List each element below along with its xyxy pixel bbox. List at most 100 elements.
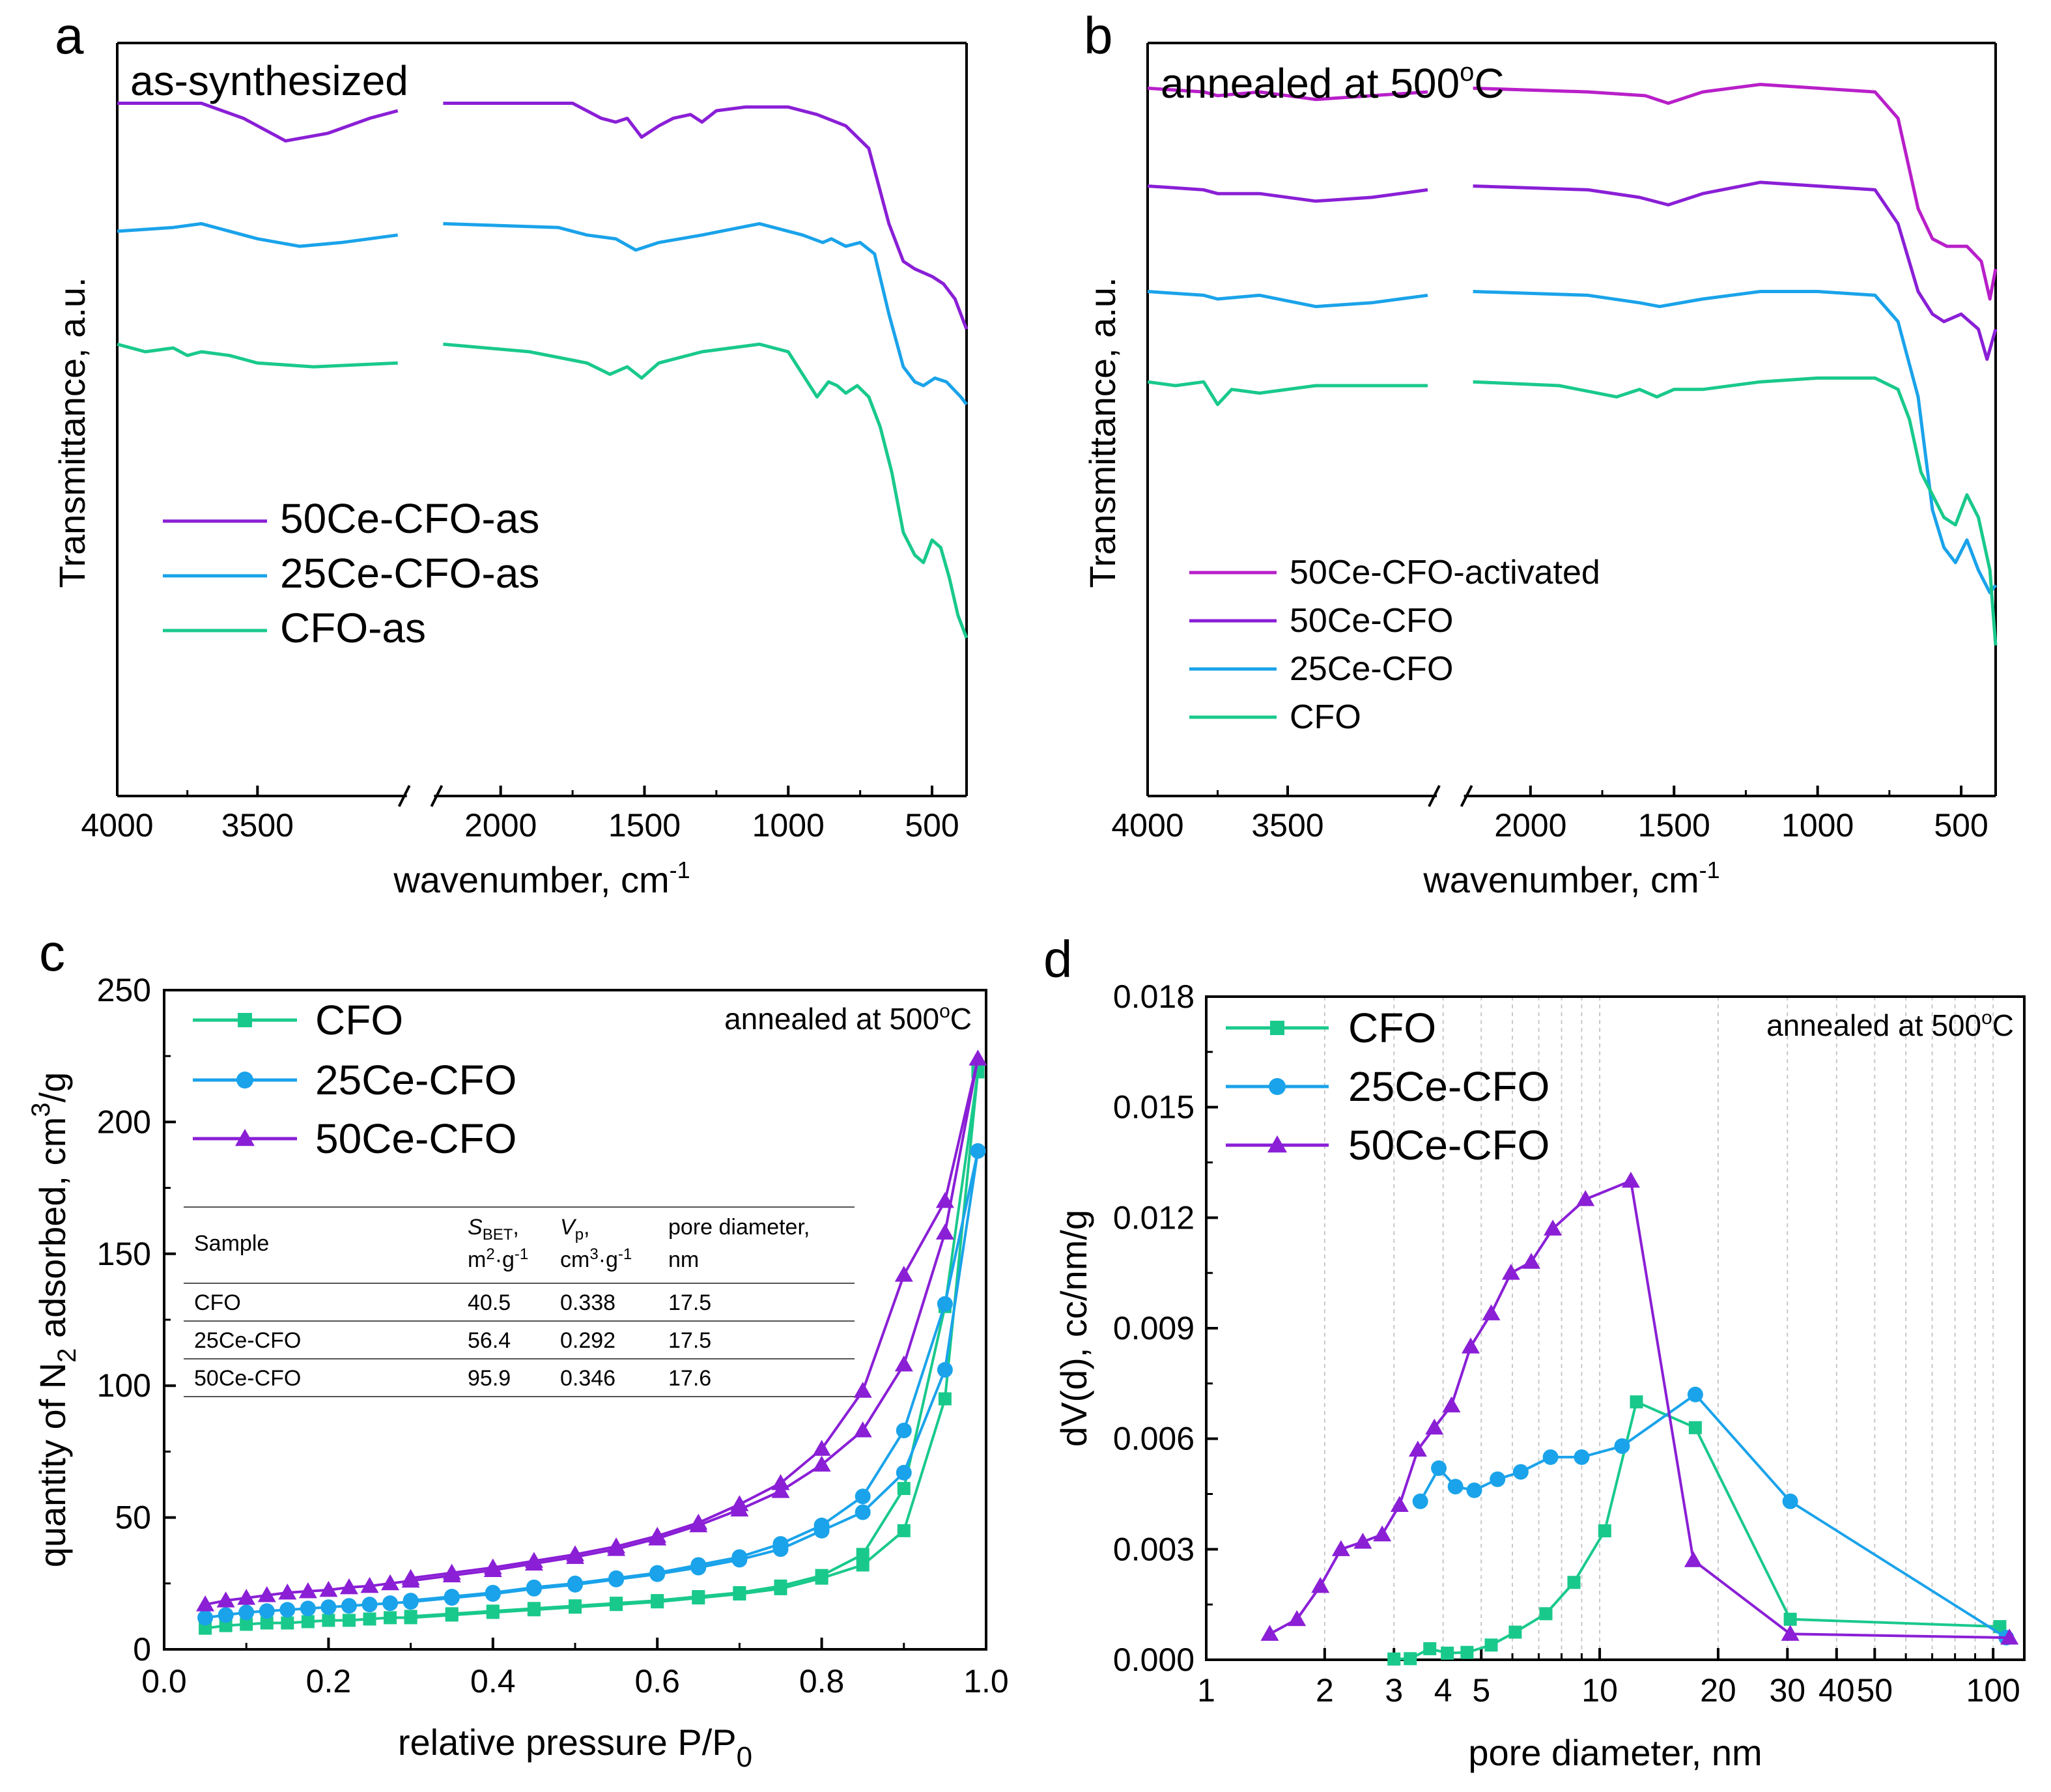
data-point-50Ce-CFO	[257, 1586, 276, 1602]
panel-annotation: annealed at 500oC	[724, 1001, 972, 1036]
x-axis-title-sub: 0	[737, 1741, 752, 1773]
data-point-50Ce-CFO	[1621, 1171, 1640, 1188]
x-tick-label: 3500	[1251, 807, 1323, 844]
x-tick-label: 0.2	[306, 1663, 352, 1700]
y-tick-label: 250	[97, 972, 151, 1008]
series-line-CFO-as-part1	[117, 342, 398, 369]
data-point-25Ce-CFO	[1512, 1464, 1529, 1480]
annotation-text: annealed at 500	[1161, 60, 1460, 107]
data-point-50Ce-CFO	[853, 1421, 872, 1438]
data-point-CFO	[1688, 1421, 1702, 1434]
legend-label: 50Ce-CFO	[1290, 602, 1453, 640]
table-header: Vp,	[560, 1215, 590, 1244]
series-line-50Ce-CFO-as-part2	[443, 102, 969, 330]
data-point-25Ce-CFO	[526, 1579, 542, 1595]
data-point-25Ce-CFO	[1490, 1471, 1506, 1487]
x-axis-title: wavenumber, cm-1	[1422, 857, 1719, 900]
y-axis-title: Transmittance, a.u.	[51, 277, 92, 588]
legend-label: 50Ce-CFO-as	[280, 495, 539, 542]
data-point-CFO	[1423, 1642, 1437, 1656]
hdr-sup: -1	[515, 1245, 528, 1263]
legend-label: CFO-as	[280, 604, 426, 651]
data-point-50Ce-CFO	[1576, 1190, 1595, 1206]
hdr-part: V	[560, 1215, 577, 1240]
legend-label: 25Ce-CFO-as	[280, 550, 539, 597]
data-point-CFO	[856, 1548, 870, 1561]
data-point-25Ce-CFO	[896, 1423, 912, 1439]
y-tick-label: 100	[97, 1367, 151, 1404]
x-tick-label: 1500	[1638, 807, 1710, 844]
panel-d: d 1 2 3 4 5 10 20 30 40 50 100 0.000 0.003 0.006 0.009 0…	[1043, 930, 2026, 1773]
data-point-50Ce-CFO	[401, 1569, 420, 1586]
data-point-25Ce-CFO	[1466, 1482, 1482, 1498]
data-point-50Ce-CFO	[648, 1526, 667, 1543]
series-line-CFO	[1394, 1400, 2000, 1660]
x-axis-title: wavenumber, cm-1	[393, 857, 690, 900]
hdr-sup: 3	[589, 1245, 598, 1263]
data-point-50Ce-CFO	[1425, 1418, 1444, 1435]
x-tick-label: 100	[1966, 1672, 2020, 1709]
data-point-CFO	[240, 1617, 253, 1631]
data-point-25Ce-CFO	[259, 1603, 275, 1619]
data-point-25Ce-CFO	[937, 1361, 953, 1378]
data-point-50Ce-CFO	[1408, 1440, 1427, 1457]
legend-label: 25Ce-CFO	[315, 1057, 516, 1103]
table-header: nm	[668, 1247, 699, 1272]
x-axis-title-text: wavenumber, cm	[1422, 859, 1699, 900]
data-point-50Ce-CFO	[1311, 1576, 1330, 1593]
data-point-25Ce-CFO	[341, 1598, 357, 1614]
y-title-sub: 2	[53, 1348, 81, 1363]
data-point-50Ce-CFO	[1781, 1625, 1800, 1641]
series-line-25Ce-CFO-part1	[1147, 290, 1428, 309]
data-point-25Ce-CFO	[855, 1488, 871, 1505]
y-axis-title: quantity of N2 adsorbed, cm3/g	[27, 1072, 81, 1567]
data-point-25Ce-CFO	[382, 1595, 399, 1612]
table-header: cm3·g-1	[560, 1245, 632, 1272]
data-point-CFO	[651, 1594, 664, 1608]
annotation-text: annealed at 500	[1766, 1008, 1981, 1042]
x-tick-label: 40	[1818, 1672, 1855, 1709]
data-point-CFO	[1783, 1612, 1797, 1626]
table-cell: 56.4	[468, 1328, 511, 1353]
data-point-25Ce-CFO	[813, 1517, 830, 1533]
legend-label: CFO	[315, 997, 403, 1044]
data-point-CFO	[1598, 1524, 1611, 1538]
table-cell: 0.338	[560, 1290, 615, 1315]
table-cell: 17.5	[668, 1290, 711, 1315]
series-line-CFO-part2	[1473, 376, 1998, 646]
y-tick-label: 0.009	[1113, 1310, 1195, 1346]
data-point-50Ce-CFO	[1501, 1264, 1520, 1280]
data-point-25Ce-CFO	[1431, 1460, 1447, 1476]
data-point-25Ce-CFO	[1782, 1493, 1798, 1509]
x-tick-label: 5	[1472, 1672, 1490, 1709]
series-line-25Ce-CFO-part2	[1473, 290, 1997, 595]
legend-marker	[235, 1129, 255, 1146]
series-line-50Ce-CFO-activated-part1	[1147, 86, 1428, 102]
legend-marker	[1269, 1078, 1286, 1095]
x-tick-label: 20	[1700, 1672, 1736, 1709]
x-axis-title: relative pressure P/P0	[398, 1722, 752, 1773]
data-point-50Ce-CFO	[483, 1558, 502, 1575]
table-header: Sample	[194, 1231, 269, 1256]
hdr-part: ·g	[495, 1247, 515, 1272]
data-point-50Ce-CFO	[381, 1574, 400, 1591]
data-point-25Ce-CFO	[485, 1584, 501, 1600]
x-axis-title: pore diameter, nm	[1468, 1732, 1762, 1773]
data-point-50Ce-CFO	[1684, 1551, 1703, 1567]
data-point-25Ce-CFO	[1614, 1438, 1630, 1454]
data-point-50Ce-CFO	[1331, 1540, 1350, 1556]
table-cell: 0.292	[560, 1328, 615, 1353]
data-point-50Ce-CFO	[1390, 1496, 1409, 1512]
x-tick-label: 500	[905, 807, 959, 844]
data-point-25Ce-CFO	[403, 1593, 419, 1609]
hdr-part: ·g	[599, 1247, 618, 1272]
table-header: pore diameter,	[668, 1215, 810, 1240]
data-point-25Ce-CFO	[444, 1589, 460, 1605]
table-cell: 17.6	[668, 1366, 711, 1391]
data-point-50Ce-CFO	[812, 1440, 831, 1456]
x-tick-label: 1500	[608, 807, 681, 844]
data-point-25Ce-CFO	[649, 1565, 666, 1581]
table-header: SBET,	[468, 1215, 519, 1244]
data-point-50Ce-CFO	[1522, 1253, 1541, 1269]
data-point-CFO	[219, 1619, 233, 1632]
